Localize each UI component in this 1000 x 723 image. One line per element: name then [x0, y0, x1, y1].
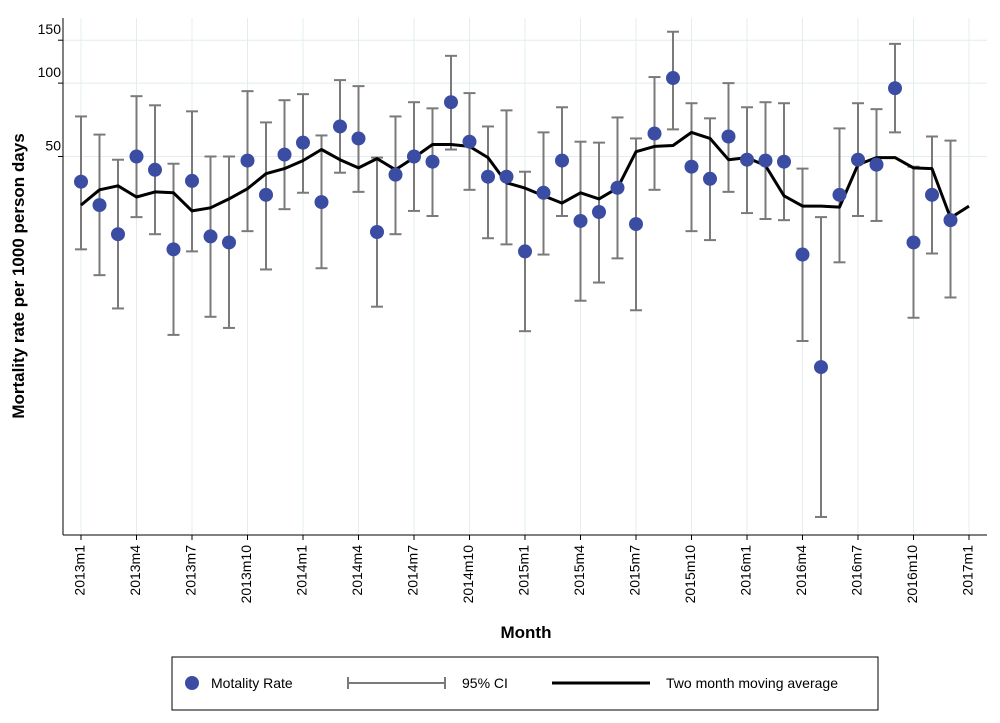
data-point	[518, 244, 532, 259]
x-tick-label: 2016m4	[793, 545, 809, 596]
data-point	[573, 213, 588, 228]
data-point	[906, 235, 921, 250]
x-tick-label: 2014m10	[460, 545, 476, 604]
data-point	[721, 129, 736, 144]
data-point	[92, 198, 107, 213]
legend-marker	[185, 676, 199, 690]
data-point	[148, 162, 162, 177]
data-point	[351, 131, 366, 146]
data-point	[610, 180, 625, 195]
x-tick-label: 2013m10	[238, 545, 254, 604]
data-point	[851, 152, 865, 167]
data-point	[111, 227, 125, 242]
x-tick-label: 2016m7	[849, 545, 865, 596]
data-point	[777, 154, 791, 169]
data-point	[462, 134, 477, 149]
data-point	[666, 71, 680, 86]
data-point	[74, 174, 88, 189]
data-point	[259, 187, 273, 202]
y-axis-title: Mortality rate per 1000 person days	[9, 133, 28, 418]
data-point	[499, 169, 514, 184]
data-point	[703, 171, 717, 186]
x-tick-label: 2015m10	[682, 545, 698, 604]
data-point	[814, 360, 828, 375]
data-point	[481, 169, 495, 184]
data-point	[943, 213, 958, 228]
x-tick-label: 2015m7	[627, 545, 643, 596]
legend-label: 95% CI	[462, 675, 508, 691]
data-point	[629, 217, 643, 232]
y-tick-label: 150	[38, 21, 62, 37]
legend-label: Motality Rate	[211, 675, 293, 691]
data-point	[370, 225, 384, 240]
y-tick-label: 50	[45, 137, 61, 153]
data-point	[647, 126, 662, 141]
data-point	[333, 119, 347, 134]
data-point	[240, 153, 255, 168]
x-tick-label: 2013m1	[72, 545, 88, 596]
x-tick-label: 2014m4	[349, 545, 365, 596]
data-point	[222, 235, 236, 250]
x-tick-label: 2017m1	[960, 545, 976, 596]
data-point	[388, 167, 403, 182]
data-point	[203, 229, 218, 244]
data-point	[832, 187, 847, 202]
data-point	[555, 153, 569, 168]
data-point	[314, 195, 329, 210]
data-point	[185, 173, 199, 188]
data-point	[925, 187, 939, 202]
data-point	[869, 157, 884, 172]
data-point	[592, 204, 606, 219]
x-tick-label: 2013m4	[127, 545, 143, 596]
x-tick-label: 2016m10	[904, 545, 920, 604]
x-tick-label: 2014m1	[294, 545, 310, 596]
legend-label: Two month moving average	[666, 675, 838, 691]
x-tick-label: 2015m1	[516, 545, 532, 596]
data-point	[129, 149, 144, 164]
x-tick-label: 2015m4	[571, 545, 587, 596]
data-point	[444, 95, 458, 110]
data-point	[166, 242, 181, 257]
moving-average-line	[80, 130, 970, 220]
data-point	[758, 153, 773, 168]
legend-box	[171, 656, 879, 711]
x-tick-label: 2016m1	[738, 545, 754, 596]
data-point	[888, 81, 902, 96]
y-tick-label: 100	[38, 64, 62, 80]
data-point	[277, 147, 292, 162]
data-point	[536, 185, 551, 200]
data-point	[795, 247, 810, 262]
x-tick-label: 2014m7	[405, 545, 421, 596]
data-point	[684, 159, 699, 174]
x-tick-label: 2013m7	[183, 545, 199, 596]
data-point	[407, 149, 421, 164]
data-point	[296, 135, 310, 150]
data-point	[740, 152, 754, 167]
data-point	[425, 154, 440, 169]
x-axis-title: Month	[501, 623, 552, 642]
